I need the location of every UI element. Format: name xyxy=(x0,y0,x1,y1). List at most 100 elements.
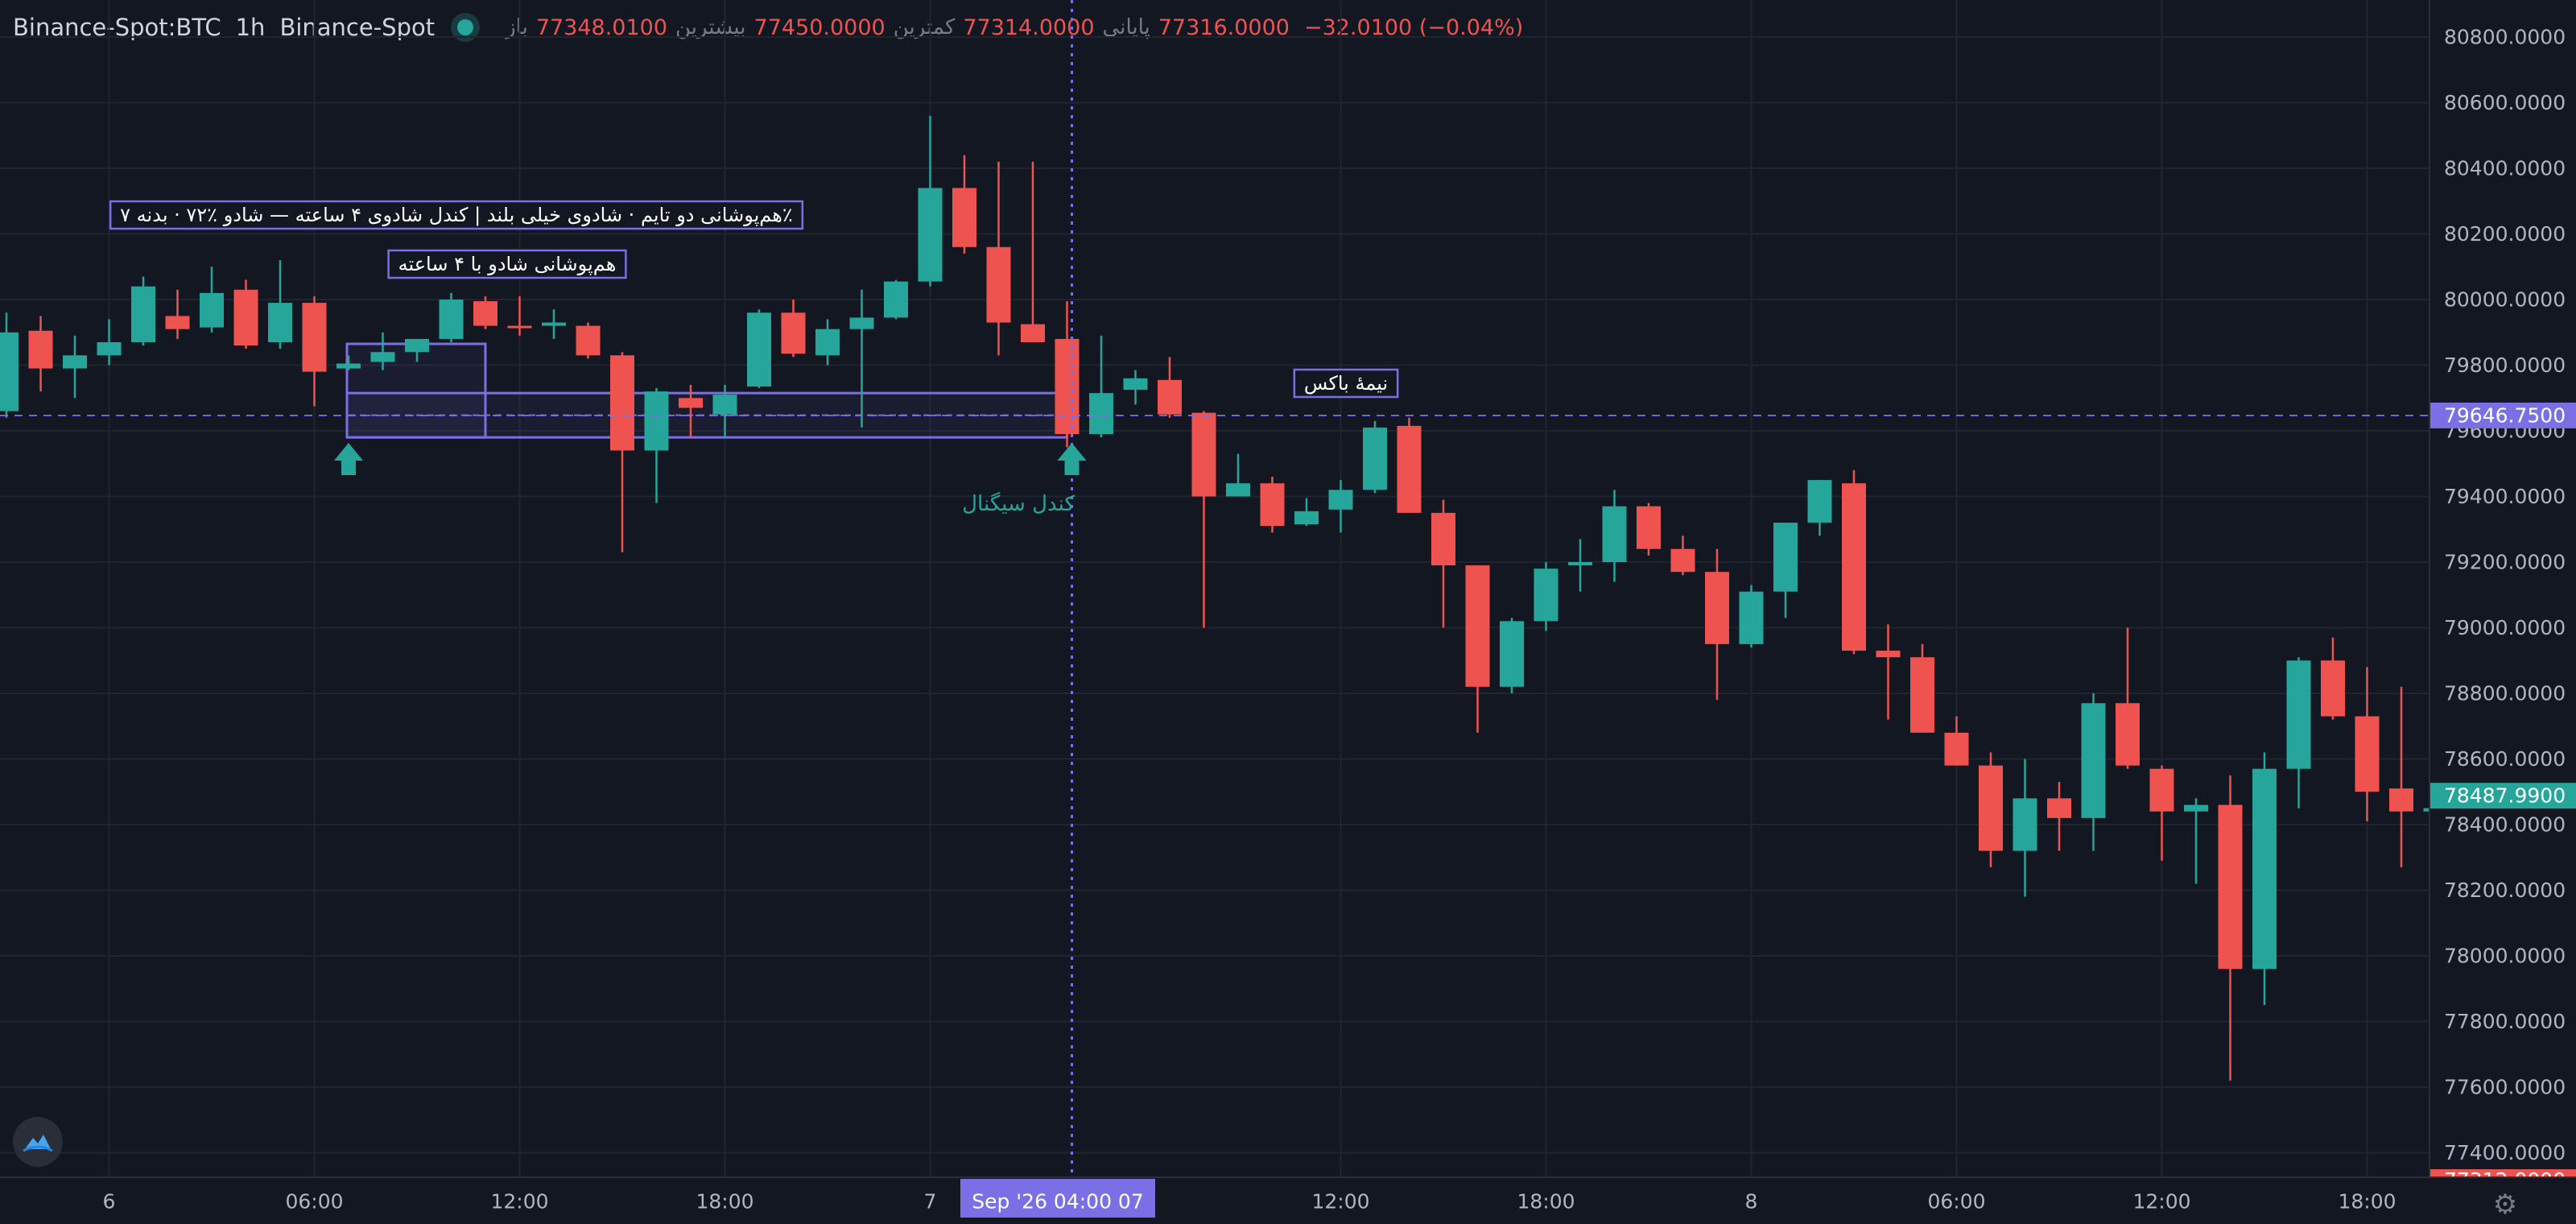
candle-body xyxy=(1226,483,1250,497)
candle xyxy=(2047,782,2071,851)
candle-body xyxy=(200,292,224,328)
candle xyxy=(2013,759,2037,897)
price-tick-label: 78400.0000 xyxy=(2444,813,2566,837)
candle-body xyxy=(131,286,155,342)
candle-body xyxy=(302,303,327,372)
candle-body xyxy=(1534,569,1558,622)
price-tick-label: 79400.0000 xyxy=(2444,485,2566,508)
candle xyxy=(1328,480,1353,533)
candle-body xyxy=(1191,412,1216,497)
candle xyxy=(2218,775,2243,1081)
candle xyxy=(233,279,258,349)
price-tick-label: 79000.0000 xyxy=(2444,616,2566,639)
logo-icon[interactable] xyxy=(13,1117,63,1167)
candle xyxy=(747,309,771,389)
candle-body xyxy=(542,322,566,326)
candle xyxy=(507,296,532,336)
candle-body xyxy=(28,330,53,369)
candle xyxy=(1739,585,1764,647)
annotation-note-2-box xyxy=(387,249,627,279)
candle-body xyxy=(2286,660,2311,769)
candle-body xyxy=(439,300,464,339)
candle xyxy=(781,300,806,358)
market-status-icon xyxy=(457,19,474,35)
candle xyxy=(1089,335,1113,438)
candle xyxy=(268,260,292,349)
candle xyxy=(1979,752,2003,867)
settings-gear-icon[interactable]: ⚙ xyxy=(2492,1189,2518,1221)
candle xyxy=(28,316,53,392)
candle-body xyxy=(1773,523,1798,592)
candle xyxy=(1705,548,1729,701)
candle-body xyxy=(97,341,122,356)
candle-body xyxy=(1431,512,1455,566)
candle-body xyxy=(815,329,840,356)
candle xyxy=(370,332,395,370)
candle-body xyxy=(1568,562,1592,566)
zone-boxes xyxy=(345,342,1068,439)
candle xyxy=(1397,417,1422,513)
high-value: 77450.0000 xyxy=(753,14,886,40)
candle xyxy=(2286,657,2311,808)
candle-body xyxy=(1979,765,2003,851)
candle-body xyxy=(1294,511,1319,525)
annotation-half-box-box xyxy=(1293,368,1399,399)
time-tick-label: 12:00 xyxy=(2132,1190,2190,1214)
candle-body xyxy=(1021,324,1045,342)
last-price-label-tag xyxy=(2430,783,2576,809)
time-tick-label: 7 xyxy=(924,1190,937,1214)
price-tick-label: 79800.0000 xyxy=(2444,354,2566,377)
candle-body xyxy=(1465,565,1490,687)
time-tick-label: 06:00 xyxy=(1927,1190,1985,1214)
candle-body xyxy=(644,391,669,451)
price-tick-label: 80800.0000 xyxy=(2444,26,2566,49)
candle xyxy=(1670,536,1695,576)
candle-body xyxy=(1910,657,1934,733)
candle-body xyxy=(712,395,737,415)
candle xyxy=(302,296,327,407)
close-label: پایانی xyxy=(1102,15,1150,39)
candle-body xyxy=(2116,703,2140,766)
candle-body xyxy=(884,281,908,318)
candle-body xyxy=(2013,798,2037,851)
candle-body xyxy=(1055,338,1080,435)
annotation-note-1: ٪هم‌پوشانی دو تایم · شادوی خیلی بلند | ک… xyxy=(120,204,793,226)
close-value: 77316.0000 xyxy=(1158,14,1290,40)
candle xyxy=(2184,798,2208,884)
candle-body xyxy=(1876,651,1901,658)
price-tick-label: 79200.0000 xyxy=(2444,551,2566,574)
candle xyxy=(576,322,601,359)
price-axis-bg xyxy=(2429,0,2576,1224)
time-tick-label: 18:00 xyxy=(2338,1190,2396,1214)
candle-body xyxy=(747,312,771,387)
price-tick-label: 78000.0000 xyxy=(2444,945,2566,968)
candle xyxy=(2321,637,2345,720)
candle xyxy=(1773,523,1798,618)
candle-body xyxy=(1670,548,1695,573)
crosshair-time-label: Sep '26 04:00 07 xyxy=(972,1190,1144,1214)
time-tick-label: 06:00 xyxy=(285,1190,343,1214)
annotation-half-box-group: نیمهٔ باکس xyxy=(1293,368,1399,399)
price-line-label-tag xyxy=(2430,402,2576,428)
candle-body xyxy=(63,355,87,369)
price-tick-label: 78600.0000 xyxy=(2444,747,2566,771)
candle xyxy=(884,279,908,320)
annotation-note-1-group: ٪هم‌پوشانی دو تایم · شادوی خیلی بلند | ک… xyxy=(109,200,804,230)
candle-body xyxy=(2355,716,2380,792)
price-line-label: 79646.7500 xyxy=(2444,403,2566,427)
candle xyxy=(1910,643,1934,733)
candle xyxy=(952,155,976,254)
candle xyxy=(2116,627,2140,769)
price-tick-label: 80400.0000 xyxy=(2444,157,2566,180)
candle xyxy=(1260,477,1285,533)
time-tick-label: 18:00 xyxy=(696,1190,753,1214)
time-tick-label: 8 xyxy=(1745,1190,1758,1214)
price-tick-label: 77600.0000 xyxy=(2444,1076,2566,1099)
candle-body xyxy=(1397,425,1422,513)
price-tick-label: 78800.0000 xyxy=(2444,682,2566,705)
candle xyxy=(849,289,874,428)
price-tick-label: 80600.0000 xyxy=(2444,91,2566,114)
candle-body xyxy=(1328,490,1353,510)
candle xyxy=(644,388,669,503)
